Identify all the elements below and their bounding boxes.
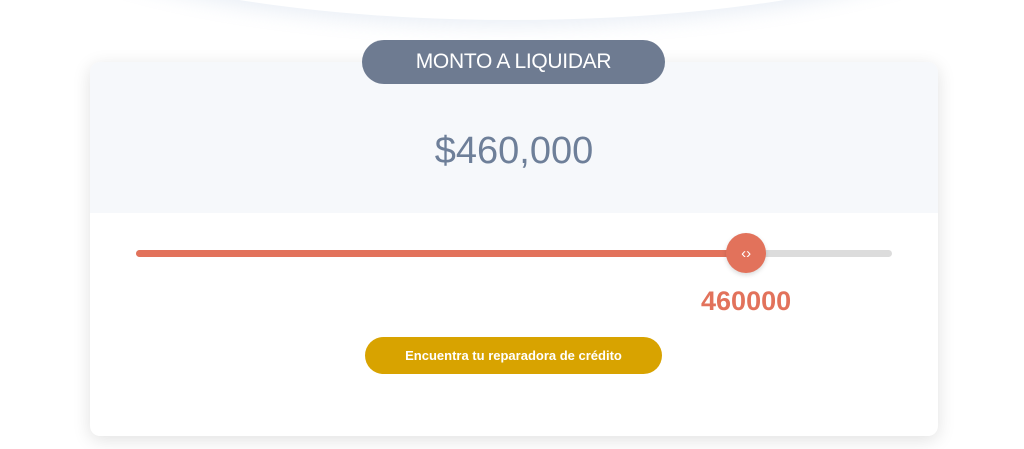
amount-card: $460,000 ‹› 460000 Encuentra tu reparado… xyxy=(90,62,938,436)
background-arc xyxy=(0,0,1024,20)
slider-fill xyxy=(136,250,747,257)
amount-slider[interactable]: ‹› xyxy=(136,233,892,273)
amount-header-band: $460,000 xyxy=(90,62,938,213)
slider-thumb[interactable]: ‹› xyxy=(726,233,767,273)
find-credit-repair-button[interactable]: Encuentra tu reparadora de crédito xyxy=(365,337,662,374)
section-title-pill: MONTO A LIQUIDAR xyxy=(362,40,665,84)
amount-display: $460,000 xyxy=(434,130,594,172)
slider-value-label: 460000 xyxy=(701,286,792,316)
code-arrows-icon: ‹› xyxy=(741,244,752,262)
